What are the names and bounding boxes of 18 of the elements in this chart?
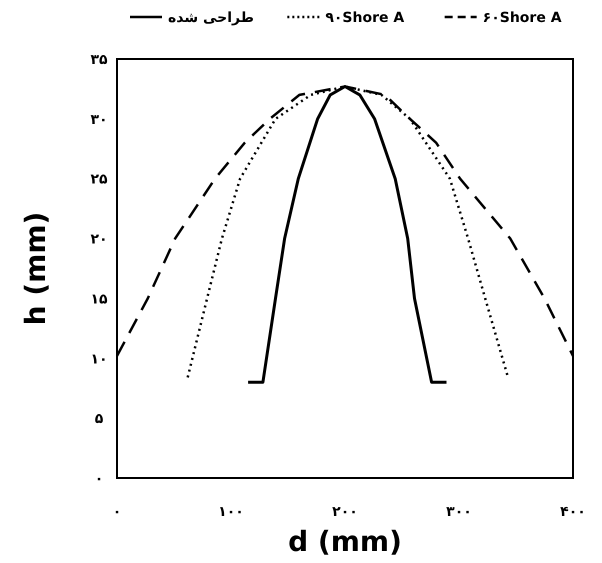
- y-tick-label: ۰: [94, 471, 104, 487]
- y-tick-label: ۱۵: [90, 291, 108, 308]
- x-tick-label: ۴۰۰: [560, 504, 586, 520]
- x-tick-label: ۳۰۰: [446, 504, 472, 520]
- x-tick-label: ۰: [112, 504, 122, 520]
- x-axis-title: d (mm): [288, 525, 402, 558]
- y-tick-label: ۲۰: [90, 232, 108, 248]
- legend-label: ۹۰Shore A: [325, 10, 404, 26]
- y-tick-label: ۲۵: [90, 172, 108, 188]
- y-tick-label: ۳۵: [90, 52, 108, 68]
- y-tick-label: ۳۰: [90, 112, 108, 128]
- y-axis-title: h (mm): [19, 212, 52, 326]
- x-tick-label: ۱۰۰: [218, 504, 244, 520]
- legend-label: طراحی شده: [168, 10, 254, 26]
- legend-label: ۶۰Shore A: [482, 10, 562, 26]
- x-tick-label: ۲۰۰: [332, 504, 358, 520]
- y-tick-label: ۱۰: [90, 351, 108, 368]
- y-tick-label: ۵: [94, 411, 104, 428]
